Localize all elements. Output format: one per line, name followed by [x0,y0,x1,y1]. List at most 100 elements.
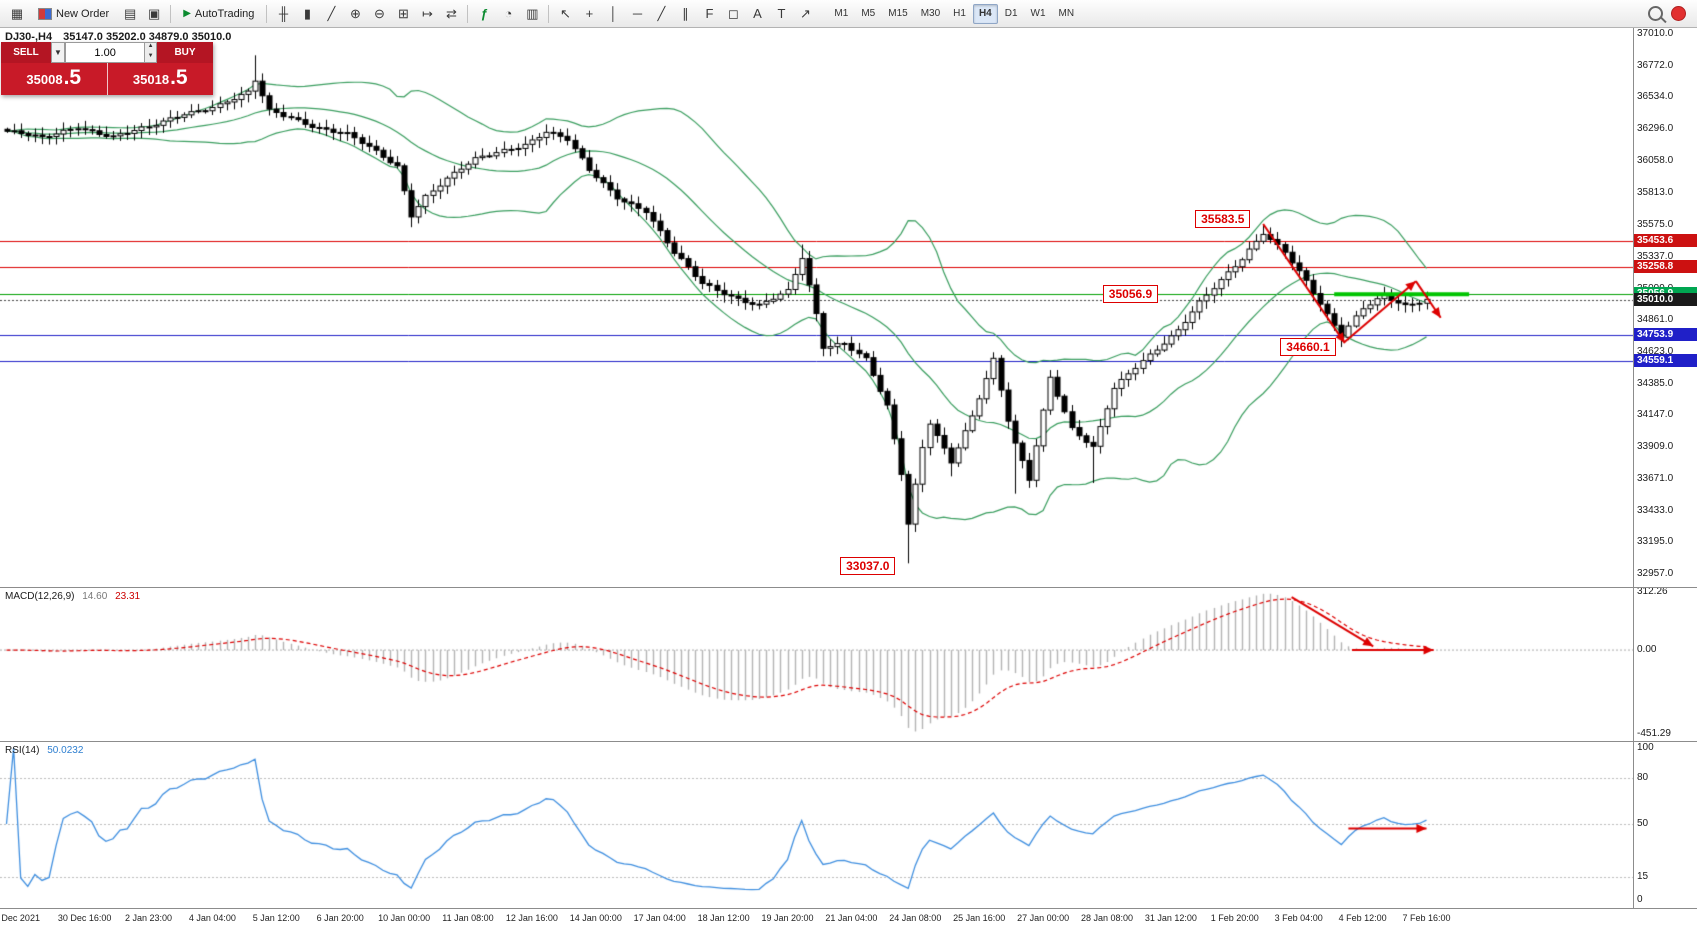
timeframe-button-m5[interactable]: M5 [855,4,881,24]
timeframe-button-w1[interactable]: W1 [1025,4,1052,24]
price-annotation[interactable]: 33037.0 [840,557,896,576]
time-axis-label: 27 Jan 00:00 [1017,913,1070,923]
text-icon[interactable]: A [753,5,762,21]
templates-icon[interactable]: ▥ [526,5,539,21]
panel-separator[interactable] [0,587,1697,588]
macd-panel-canvas[interactable] [0,588,1633,742]
time-axis-label: 30 Dec 16:00 [57,913,112,923]
price-axis-label: 33195.0 [1637,536,1674,548]
symbol-timeframe-label: DJ30-,H4 [5,31,53,43]
label-icon[interactable]: T [777,5,786,21]
price-axis-label: 33909.0 [1637,441,1674,453]
price-axis-label: 35813.0 [1637,187,1674,199]
indicators-icon[interactable]: ƒ [480,5,489,21]
volume-stepper[interactable]: ▲ ▼ [144,43,156,62]
horizontal-line-icon[interactable]: ─ [632,5,643,21]
timeframe-button-m30[interactable]: M30 [915,4,946,24]
timeframe-button-mn[interactable]: MN [1053,4,1081,24]
time-axis-label: 4 Jan 04:00 [188,913,236,923]
price-axis-label: 34623.0 [1637,346,1674,358]
macd-indicator-label: MACD(12,26,9) 14.60 23.31 [5,591,140,602]
price-badge: 35453.6 [1634,234,1697,248]
time-axis-label: Dec 2021 [1,913,40,923]
time-axis-label: 1 Feb 20:00 [1210,913,1259,923]
arrows-icon[interactable]: ↗ [799,5,811,21]
price-axis-label: 36058.0 [1637,154,1674,166]
time-axis-label: 5 Jan 12:00 [252,913,300,923]
search-icon[interactable] [1648,6,1663,21]
rsi-name: RSI(14) [5,745,40,756]
buy-price[interactable]: 35018 .5 [106,63,214,95]
price-axis-label: 36772.0 [1637,59,1674,71]
sell-price-small: 35008 [26,72,63,87]
chart-shift-icon[interactable]: ⇄ [445,5,457,21]
timeframe-button-d1[interactable]: D1 [999,4,1024,24]
price-axis-label: 37010.0 [1637,28,1674,39]
price-annotation[interactable]: 34660.1 [1280,338,1336,357]
buy-button[interactable]: BUY [157,42,213,63]
new-order-label: New Order [56,7,110,20]
rsi-axis-label: 50 [1637,818,1649,829]
cursor-icon[interactable]: ↖ [559,5,571,21]
chevron-down-icon[interactable]: ▼ [51,42,65,63]
trendline-icon[interactable]: ╱ [657,5,666,21]
crosshair-icon[interactable]: + [585,5,594,21]
toolbar-separator [170,4,172,23]
macd-main-value: 14.60 [82,591,108,602]
zoom-in-icon[interactable]: ⊕ [349,5,361,21]
autotrading-button[interactable]: ▶ AutoTrading [175,3,262,25]
price-axis[interactable] [1633,28,1697,908]
price-annotation[interactable]: 35583.5 [1195,210,1251,229]
price-axis-label: 34861.0 [1637,314,1674,326]
channel-icon[interactable]: ∥ [682,5,689,21]
profiles-icon[interactable]: ▤ [124,5,137,21]
timeframe-switcher: M1 M5 M15 M30 H1 H4 D1 W1 MN [828,3,1081,24]
time-axis-label: 10 Jan 00:00 [378,913,431,923]
macd-axis-label: 0.00 [1637,644,1657,656]
toolbar-separator [548,4,550,23]
price-chart-canvas[interactable] [0,28,1633,588]
price-axis-label: 33671.0 [1637,472,1674,484]
rsi-axis-label: 15 [1637,871,1649,883]
price-annotation[interactable]: 35056.9 [1102,285,1159,304]
rsi-axis-label: 100 [1637,742,1654,753]
macd-axis-label: 312.26 [1637,586,1668,597]
volume-field-wrap: ▲▼ [65,42,157,63]
price-axis-label: 33433.0 [1637,504,1674,516]
sell-button[interactable]: SELL [1,42,51,63]
rsi-panel-canvas[interactable] [0,742,1633,908]
sell-price[interactable]: 35008 .5 [1,63,107,95]
timeframe-button-h4[interactable]: H4 [972,3,998,24]
time-axis-label: 19 Jan 20:00 [761,913,814,923]
buy-label: BUY [174,47,196,58]
bar-chart-icon[interactable]: ╫ [278,5,289,21]
vertical-line-icon[interactable]: │ [609,5,618,21]
panel-separator[interactable] [0,741,1697,742]
price-axis-label: 36296.0 [1637,123,1674,135]
toolbar-separator [266,4,268,23]
time-axis[interactable]: Dec 2021 30 Dec 16:00 2 Jan 23:00 4 Jan 04:… [0,908,1697,933]
price-axis-label: 32957.0 [1637,568,1674,579]
timeframe-button-m15[interactable]: M15 [882,4,913,24]
line-chart-icon[interactable]: ╱ [327,5,336,21]
notification-badge[interactable] [1671,6,1686,21]
auto-scroll-icon[interactable]: ↦ [421,5,433,21]
volume-input[interactable] [66,43,145,62]
candlestick-chart-icon[interactable]: ▮ [303,5,311,21]
chart-window-icon[interactable]: ▣ [148,5,161,21]
time-axis-label: 24 Jan 08:00 [889,913,942,923]
price-axis-label: 36534.0 [1637,91,1674,103]
timeframe-button-m1[interactable]: M1 [828,4,854,24]
new-order-button[interactable]: New Order [30,3,117,25]
stepper-up-icon[interactable]: ▲ [145,43,156,53]
zoom-out-icon[interactable]: ⊖ [373,5,385,21]
shapes-icon[interactable]: ◻ [728,5,739,21]
stepper-down-icon[interactable]: ▼ [145,52,156,62]
fibonacci-icon[interactable]: F [705,5,714,21]
time-axis-label: 6 Jan 20:00 [316,913,364,923]
tile-windows-icon[interactable]: ⊞ [397,5,409,21]
macd-signal-value: 23.31 [115,591,141,602]
new-chart-icon[interactable]: ▦ [10,5,24,21]
timeframe-button-h1[interactable]: H1 [947,4,972,24]
periods-icon[interactable]: ◔ [504,5,513,21]
